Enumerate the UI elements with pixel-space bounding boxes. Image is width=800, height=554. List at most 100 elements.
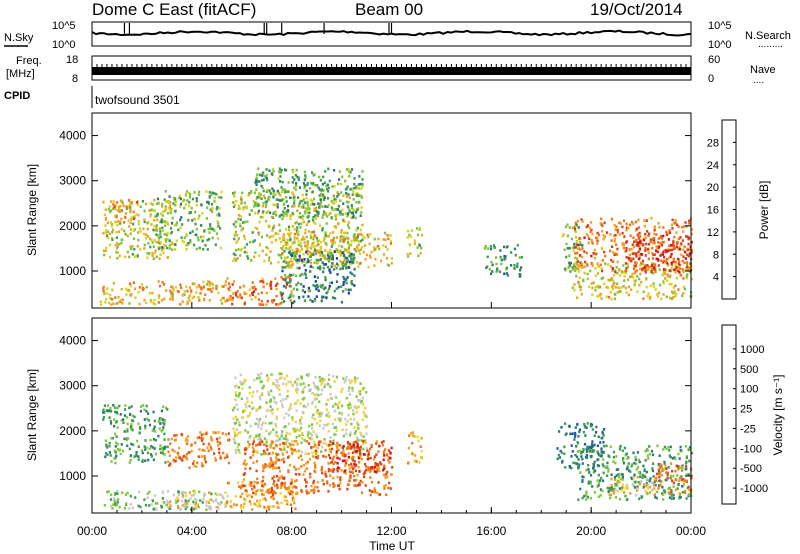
data-cell [321, 300, 323, 303]
freq-tick-high: 18 [66, 54, 78, 66]
data-cell [182, 504, 184, 507]
data-cell [341, 469, 343, 472]
data-cell [167, 256, 169, 259]
data-cell [147, 242, 149, 245]
data-cell [623, 279, 625, 282]
data-cell [343, 232, 345, 235]
data-cell [626, 256, 628, 259]
data-cell [110, 303, 112, 306]
data-cell [388, 482, 390, 485]
data-cell [304, 171, 306, 174]
data-cell [130, 495, 132, 498]
data-cell [249, 412, 251, 415]
data-cell [314, 262, 316, 265]
data-cell [275, 440, 277, 443]
data-cell [341, 229, 343, 232]
data-cell [353, 198, 355, 201]
data-cell [106, 446, 108, 449]
data-cell [183, 207, 185, 210]
data-cell [587, 464, 589, 467]
data-cell [296, 492, 298, 495]
data-cell [604, 222, 606, 225]
data-cell [235, 394, 237, 397]
data-cell [121, 492, 123, 495]
data-cell [133, 248, 135, 251]
data-cell [356, 474, 358, 477]
data-cell [619, 233, 621, 236]
data-cell [268, 392, 270, 395]
data-cell [629, 224, 631, 227]
data-cell [567, 247, 569, 250]
data-cell [239, 207, 241, 210]
data-cell [325, 242, 327, 245]
data-cell [117, 407, 119, 410]
data-cell [682, 230, 684, 233]
data-cell [676, 277, 678, 280]
data-cell [260, 372, 262, 375]
data-cell [609, 487, 611, 490]
data-cell [139, 506, 141, 509]
data-cell [238, 449, 240, 452]
data-cell [668, 449, 670, 452]
data-cell [577, 220, 579, 223]
data-cell [302, 398, 304, 401]
data-cell [286, 501, 288, 504]
data-cell [318, 444, 320, 447]
data-cell [270, 287, 272, 290]
data-cell [304, 229, 306, 232]
data-cell [629, 492, 631, 495]
data-cell [322, 176, 324, 179]
x-tick-label: 04:00 [177, 524, 207, 538]
data-cell [185, 439, 187, 442]
data-cell [614, 240, 616, 243]
data-cell [294, 480, 296, 483]
data-cell [185, 285, 187, 288]
data-cell [640, 281, 642, 284]
data-cell [383, 454, 385, 457]
data-cell [598, 436, 600, 439]
data-cell [568, 425, 570, 428]
data-cell [118, 296, 120, 299]
data-cell [574, 246, 576, 249]
data-cell [308, 207, 310, 210]
data-cell [371, 444, 373, 447]
data-cell [290, 403, 292, 406]
data-cell [578, 283, 580, 286]
data-cell [590, 255, 592, 258]
data-cell [621, 486, 623, 489]
data-cell [363, 476, 365, 479]
data-cell [272, 235, 274, 238]
data-cell [646, 478, 648, 481]
data-cell [609, 497, 611, 500]
data-cell [299, 186, 301, 189]
data-cell [318, 176, 320, 179]
data-cell [348, 266, 350, 269]
data-cell [353, 475, 355, 478]
data-cell [186, 190, 188, 193]
data-cell [245, 447, 247, 450]
data-cell [298, 205, 300, 208]
data-cell [190, 497, 192, 500]
data-cell [253, 406, 255, 409]
data-cell [137, 245, 139, 248]
data-cell [193, 465, 195, 468]
data-cell [209, 191, 211, 194]
data-cell [278, 178, 280, 181]
data-cell [153, 299, 155, 302]
data-cell [314, 184, 316, 187]
data-cell [303, 187, 305, 190]
data-cell [296, 391, 298, 394]
data-cell [574, 228, 576, 231]
data-cell [339, 213, 341, 216]
data-cell [256, 183, 258, 186]
data-cell [214, 197, 216, 200]
data-cell [274, 466, 276, 469]
data-cell [256, 460, 258, 463]
data-cell [176, 434, 178, 437]
data-cell [633, 477, 635, 480]
data-cell [307, 403, 309, 406]
data-cell [273, 401, 275, 404]
data-cell [670, 462, 672, 465]
data-cell [242, 481, 244, 484]
data-cell [638, 498, 640, 501]
